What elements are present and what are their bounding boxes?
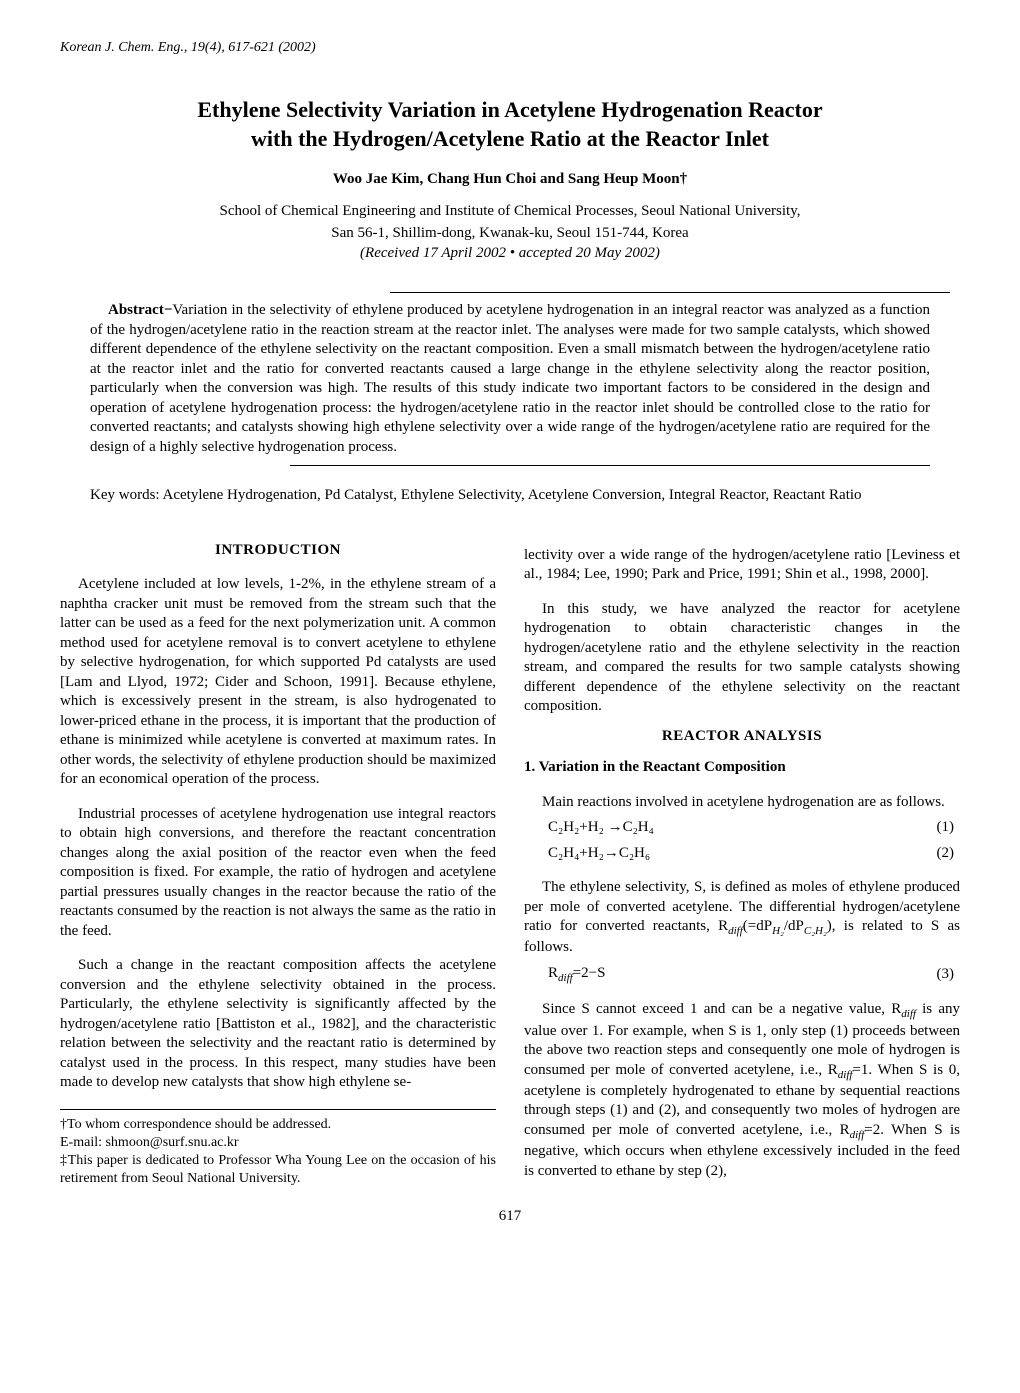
equation-1-formula: C₂H₂+H₂ →C₂H₄ xyxy=(548,818,654,838)
title-line-1: Ethylene Selectivity Variation in Acetyl… xyxy=(197,97,822,122)
title-line-2: with the Hydrogen/Acetylene Ratio at the… xyxy=(251,126,769,151)
abstract-top-rule xyxy=(390,292,950,293)
diff-sub-4: diff xyxy=(850,1129,865,1141)
journal-header: Korean J. Chem. Eng., 19(4), 617-621 (20… xyxy=(60,40,960,56)
keywords-text: Acetylene Hydrogenation, Pd Catalyst, Et… xyxy=(163,487,862,503)
diff-sub-3: diff xyxy=(838,1069,853,1081)
equation-1-number: (1) xyxy=(937,818,961,838)
right-paragraph-2: In this study, we have analyzed the reac… xyxy=(524,600,960,717)
diff-sub-1: diff xyxy=(728,925,743,937)
abstract-block: Abstract−Variation in the selectivity of… xyxy=(90,292,930,466)
intro-paragraph-2: Industrial processes of acetylene hydrog… xyxy=(60,805,496,942)
eq3-post: =2−S xyxy=(573,965,606,981)
diff-sub-eq3: diff xyxy=(558,972,573,984)
intro-paragraph-1: Acetylene included at low levels, 1-2%, … xyxy=(60,575,496,790)
equation-2-number: (2) xyxy=(937,844,961,864)
keywords: Key words: Acetylene Hydrogenation, Pd C… xyxy=(90,486,930,506)
section-head-introduction: INTRODUCTION xyxy=(60,541,496,561)
received-accepted-dates: (Received 17 April 2002 • accepted 20 Ma… xyxy=(60,245,960,262)
equation-2-formula: C₂H₄+H₂→C₂H₆ xyxy=(548,844,650,864)
diff-sub-2: diff xyxy=(901,1008,916,1020)
footnote-email: E-mail: shmoon@surf.snu.ac.kr xyxy=(60,1134,496,1152)
equation-3: Rdiff=2−S (3) xyxy=(548,964,960,985)
equation-3-formula: Rdiff=2−S xyxy=(548,964,605,985)
left-column: INTRODUCTION Acetylene included at low l… xyxy=(60,531,496,1189)
eq3-pre: R xyxy=(548,965,558,981)
page-number: 617 xyxy=(60,1208,960,1225)
right-continuation-1: lectivity over a wide range of the hydro… xyxy=(524,546,960,585)
two-column-body: INTRODUCTION Acetylene included at low l… xyxy=(60,531,960,1189)
footnote-rule xyxy=(60,1109,496,1110)
subsection-head-1: 1. Variation in the Reactant Composition xyxy=(524,758,960,778)
h2-sub: H₂ xyxy=(772,925,784,937)
affiliation-line-2: San 56-1, Shillim-dong, Kwanak-ku, Seoul… xyxy=(60,224,960,244)
paper-title: Ethylene Selectivity Variation in Acetyl… xyxy=(60,96,960,153)
abstract-text: Abstract−Variation in the selectivity of… xyxy=(90,301,930,457)
equation-1: C₂H₂+H₂ →C₂H₄ (1) xyxy=(548,818,960,838)
intro-paragraph-3: Such a change in the reactant compositio… xyxy=(60,956,496,1093)
equation-2: C₂H₄+H₂→C₂H₆ (2) xyxy=(548,844,960,864)
section-head-reactor-analysis: REACTOR ANALYSIS xyxy=(524,727,960,747)
sub-paragraph-3: Since S cannot exceed 1 and can be a neg… xyxy=(524,1000,960,1181)
keywords-label: Key words: xyxy=(90,487,163,503)
abstract-body: Variation in the selectivity of ethylene… xyxy=(90,302,930,455)
p2-part-b: (=dP xyxy=(743,918,772,934)
paper-page: Korean J. Chem. Eng., 19(4), 617-621 (20… xyxy=(0,0,1020,1255)
sub-paragraph-1: Main reactions involved in acetylene hyd… xyxy=(524,793,960,813)
c2h2-sub: C₂H₂ xyxy=(804,925,827,937)
authors: Woo Jae Kim, Chang Hun Choi and Sang Heu… xyxy=(60,171,960,188)
p2-part-c: /dP xyxy=(784,918,804,934)
p3-part-a: Since S cannot exceed 1 and can be a neg… xyxy=(542,1001,901,1017)
sub-paragraph-2: The ethylene selectivity, S, is defined … xyxy=(524,878,960,958)
abstract-label: Abstract− xyxy=(108,302,172,318)
equation-3-number: (3) xyxy=(937,965,961,985)
right-column: lectivity over a wide range of the hydro… xyxy=(524,531,960,1189)
footnote-dedication: ‡This paper is dedicated to Professor Wh… xyxy=(60,1152,496,1188)
footnote-correspondence: †To whom correspondence should be addres… xyxy=(60,1116,496,1134)
abstract-bottom-rule xyxy=(290,465,930,466)
affiliation-line-1: School of Chemical Engineering and Insti… xyxy=(60,202,960,222)
title-block: Ethylene Selectivity Variation in Acetyl… xyxy=(60,96,960,262)
